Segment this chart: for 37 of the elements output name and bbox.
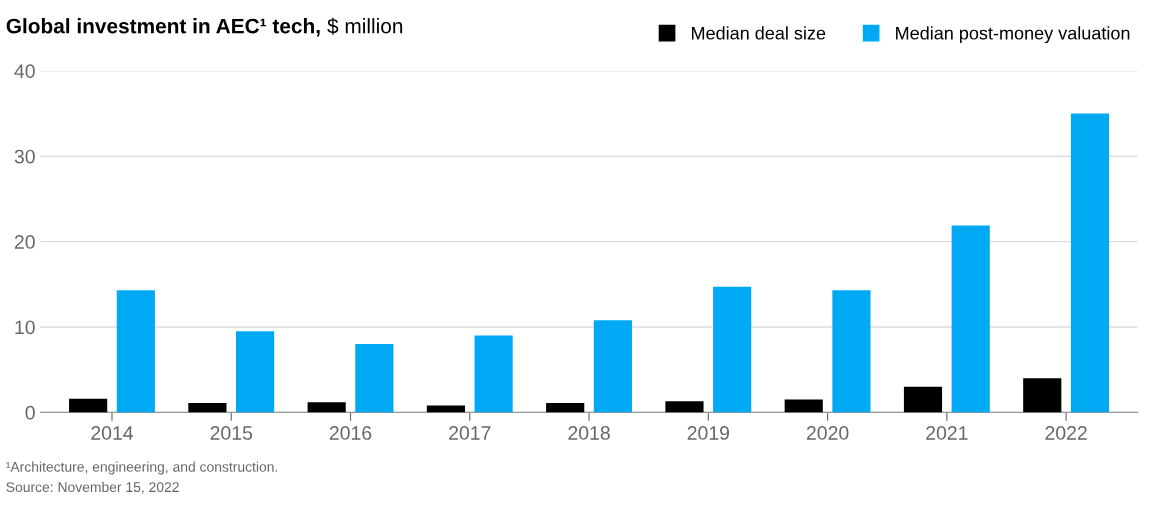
y-tick-label: 40 [14,64,35,79]
bar [784,399,823,413]
bar [951,225,990,413]
bar [355,344,394,413]
chart-title: Global investment in AEC¹ tech, [6,18,320,37]
y-tick-label: 0 [25,405,35,420]
x-tick-label: 2018 [568,426,610,440]
bar [116,290,155,413]
bar [593,320,632,413]
text: ¹Architecture, engineering, and construction. [6,461,278,475]
x-tick-label: 2016 [329,426,372,440]
bar [713,286,752,413]
x-tick-label: 2014 [91,426,134,440]
bar [474,335,513,413]
bar [236,331,275,413]
bar [307,402,346,413]
chart-subtitle: $ million [327,17,403,35]
legend-label: Median post-money valuation [896,26,1130,44]
y-tick-label: 20 [14,235,35,249]
x-tick-label: 2021 [926,426,968,440]
y-tick-label: 30 [14,149,35,164]
x-tick-label: 2019 [687,426,730,440]
x-tick-label: 2015 [210,426,253,440]
x-tick-label: 2022 [1045,426,1087,440]
x-tick-label: 2020 [806,426,849,440]
bar [832,290,871,413]
bar [1070,113,1110,413]
bar [69,398,108,413]
bar [665,401,704,413]
y-tick-label: 10 [15,320,35,335]
bar [546,403,585,413]
source-note: Source: November 15, 2022 [6,481,179,494]
x-tick-label: 2017 [449,426,491,440]
bar [1023,378,1062,413]
bar [188,403,227,413]
legend-label: Median deal size [691,26,826,40]
bar [903,386,943,413]
